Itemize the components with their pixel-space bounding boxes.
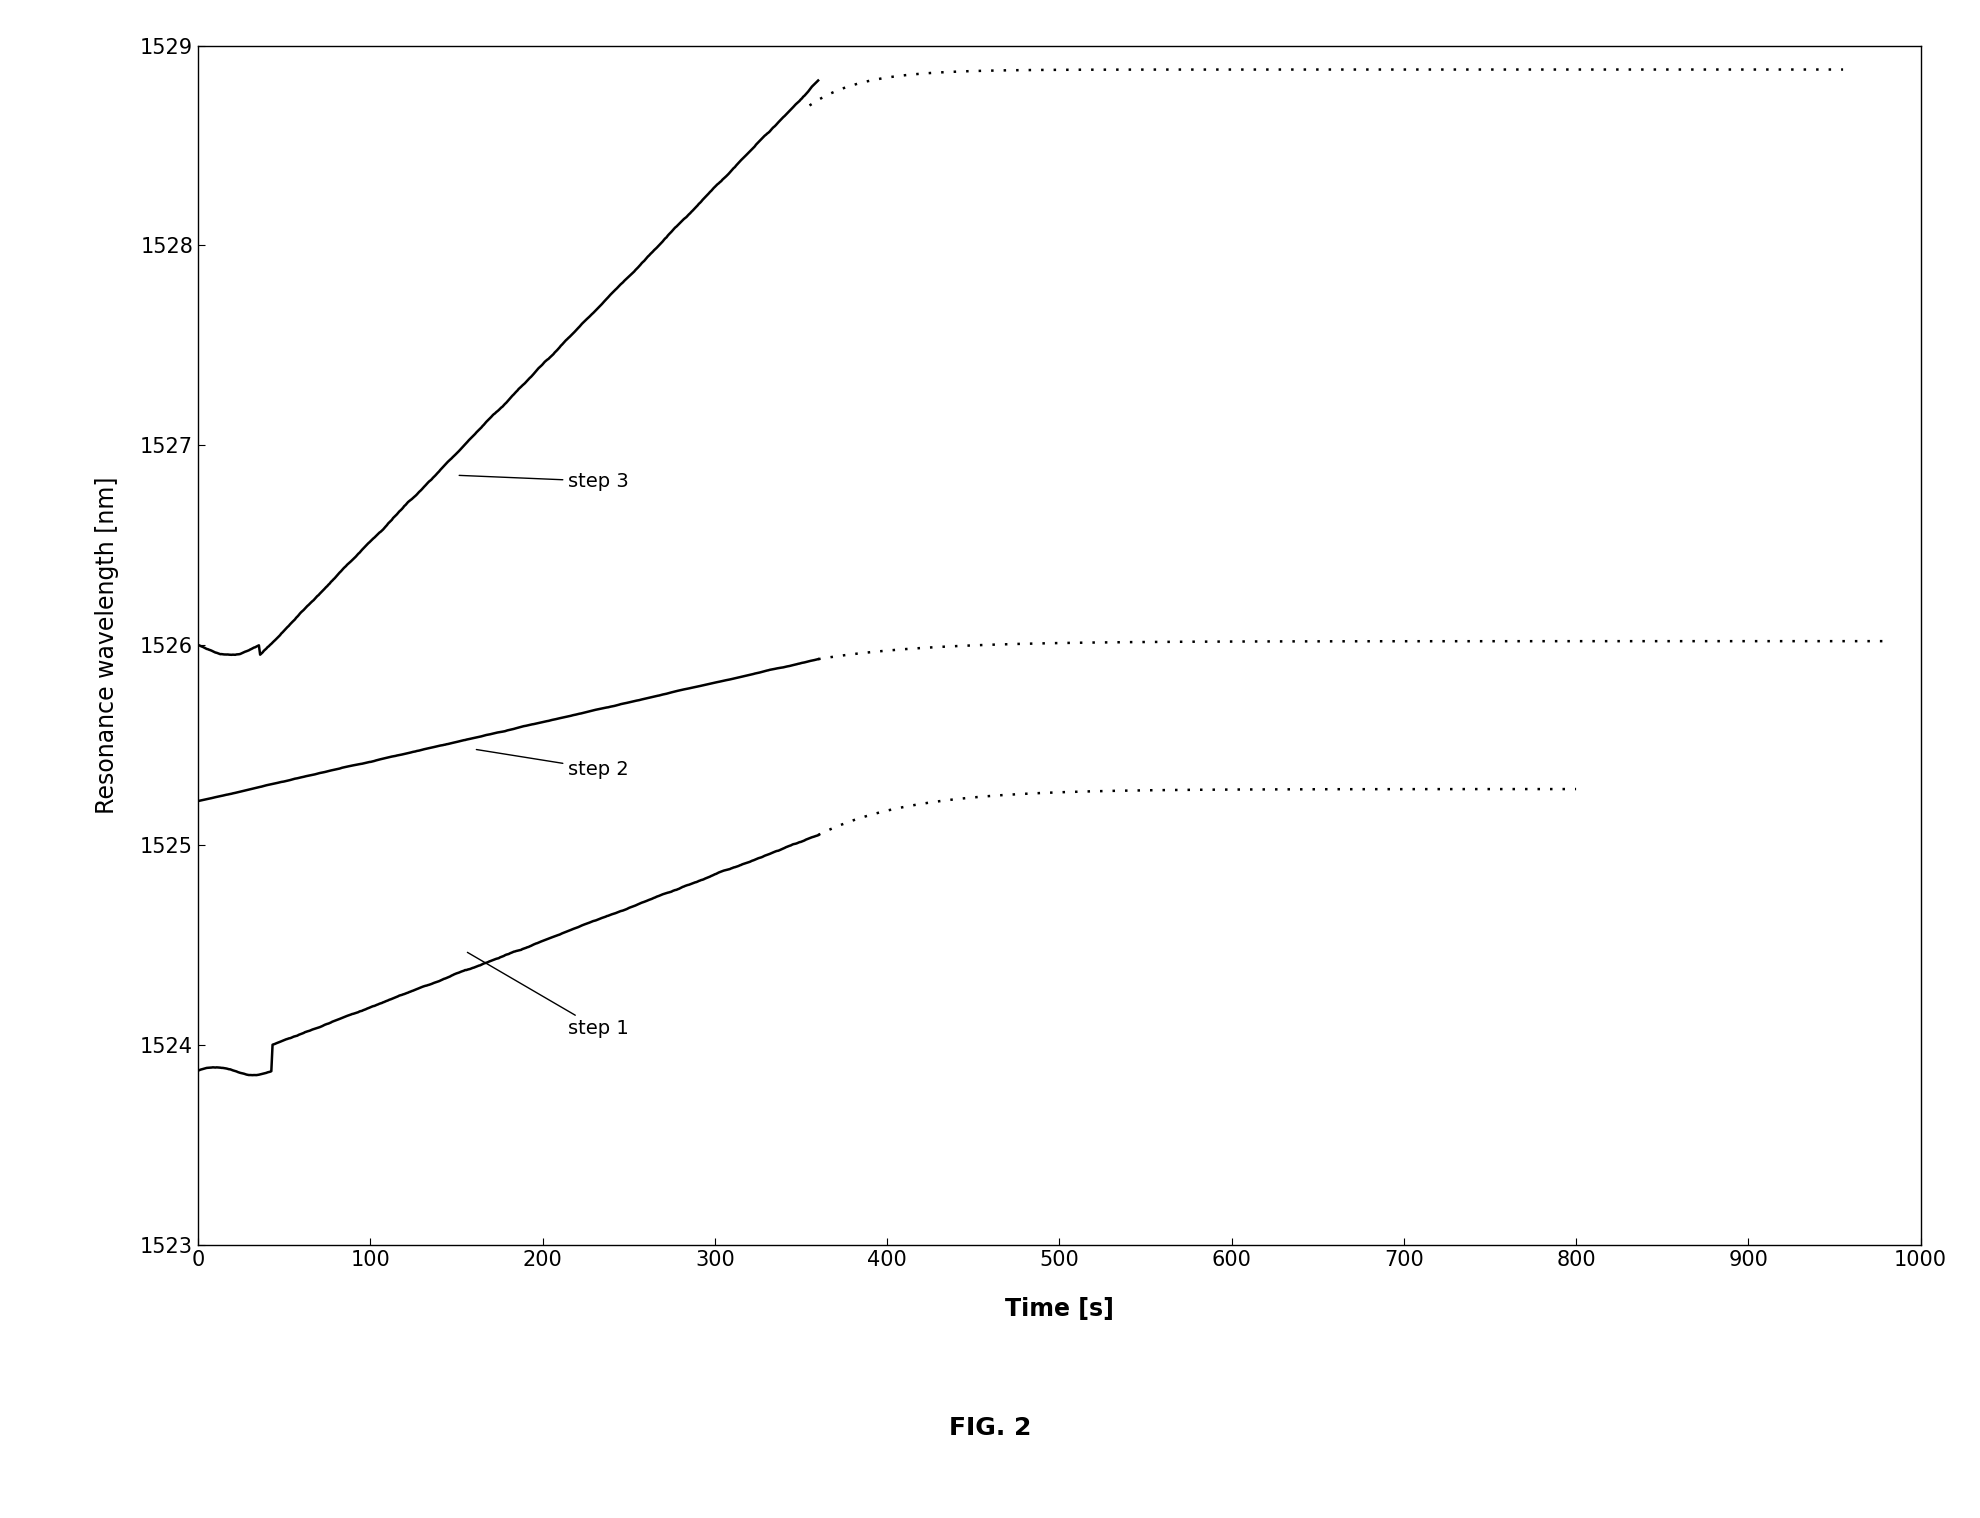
Text: step 2: step 2: [477, 750, 630, 779]
Text: step 1: step 1: [467, 952, 630, 1038]
X-axis label: Time [s]: Time [s]: [1006, 1298, 1113, 1321]
Text: step 3: step 3: [459, 472, 630, 490]
Text: FIG. 2: FIG. 2: [948, 1415, 1032, 1439]
Y-axis label: Resonance wavelength [nm]: Resonance wavelength [nm]: [95, 477, 119, 814]
